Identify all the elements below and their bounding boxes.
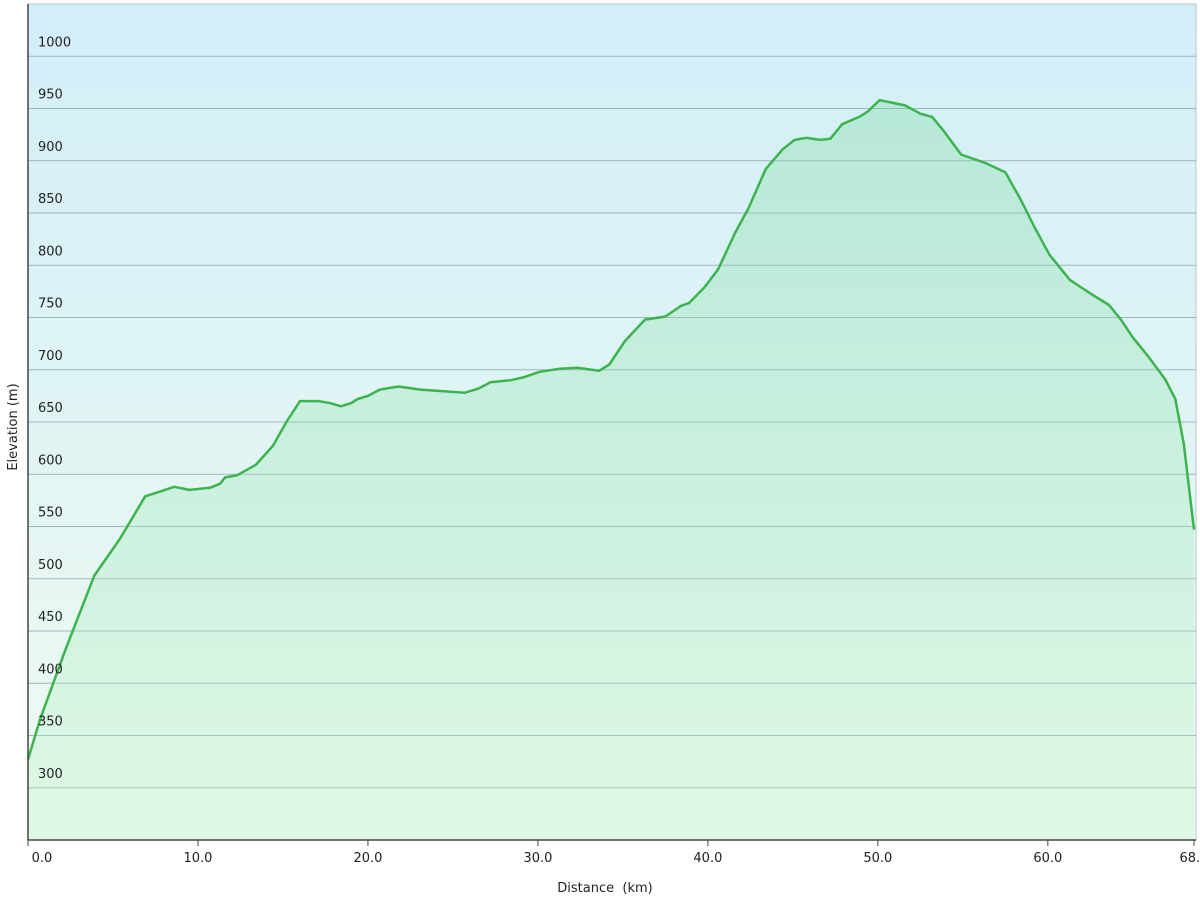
y-tick-label: 800 [38,244,63,259]
area-fill [28,100,1194,841]
x-tick-label: 20.0 [353,851,382,866]
y-tick-label: 1000 [38,35,71,50]
y-tick-label: 950 [38,88,63,103]
x-tick-label: 60.0 [1033,851,1062,866]
y-tick-label: 400 [38,662,63,677]
y-tick-label: 650 [38,401,63,416]
y-tick-label: 700 [38,349,63,364]
y-tick-label: 500 [38,558,63,573]
y-tick-label: 600 [38,453,63,468]
y-tick-label: 300 [38,767,63,782]
y-tick-label: 900 [38,140,63,155]
x-tick-label: 50.0 [863,851,892,866]
x-tick-label: 30.0 [523,851,552,866]
y-tick-label: 450 [38,610,63,625]
y-tick-label: 850 [38,192,63,207]
elevation-line [26,98,1196,760]
x-axis-title: Distance (km) [557,881,652,896]
x-tick-label: 10.0 [183,851,212,866]
y-tick-label: 750 [38,297,63,312]
x-tick-label: 0.0 [32,851,53,866]
x-tick-label: 40.0 [693,851,722,866]
y-tick-label: 350 [38,715,63,730]
y-axis-title: Elevation (m) [6,383,21,470]
y-tick-label: 550 [38,506,63,521]
x-tick-label: 68.6 [1180,851,1200,866]
